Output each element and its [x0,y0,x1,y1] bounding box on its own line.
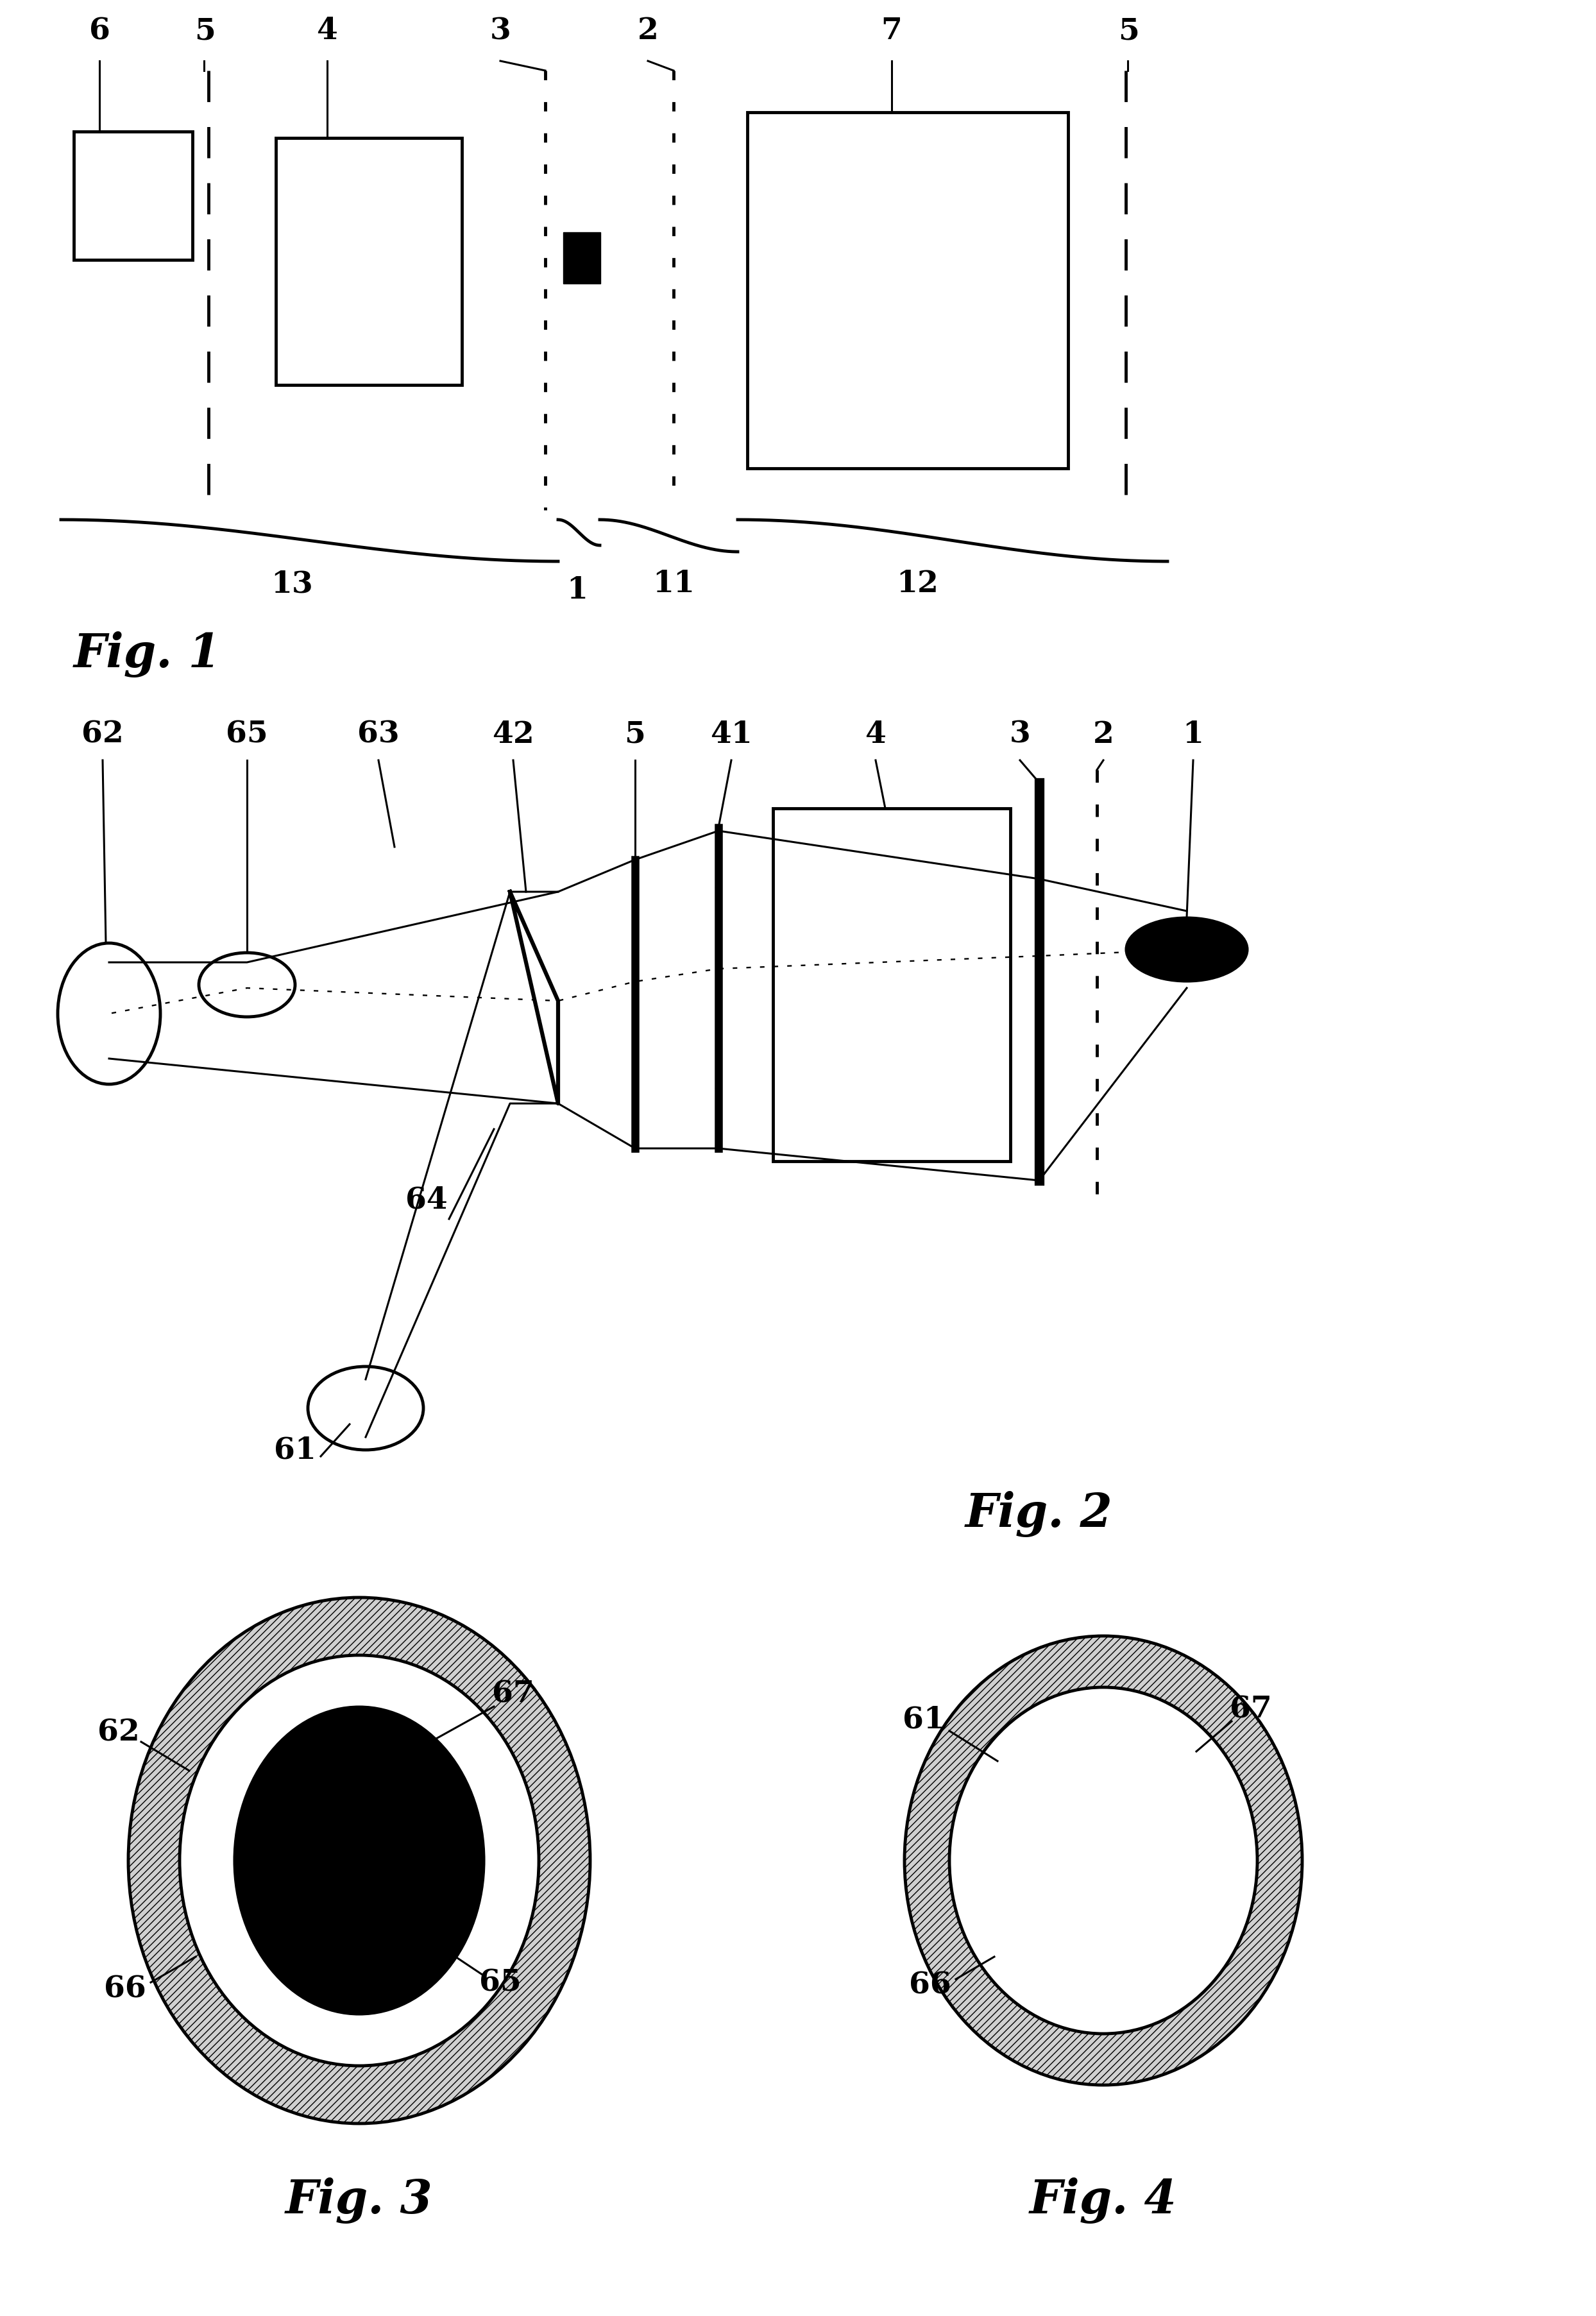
Ellipse shape [905,1635,1302,2084]
Text: 2: 2 [637,16,659,46]
Text: 3: 3 [1009,720,1031,750]
Text: 64: 64 [405,1186,447,1214]
Ellipse shape [235,1707,484,2015]
Text: Fig. 1: Fig. 1 [73,632,222,679]
Ellipse shape [128,1598,591,2124]
Text: 61: 61 [275,1436,316,1464]
Bar [563,232,600,283]
Bar [772,808,1010,1160]
Text: 4: 4 [316,16,338,46]
Text: 61: 61 [903,1705,945,1735]
Text: Fig. 2: Fig. 2 [966,1492,1112,1538]
Text: 3: 3 [490,16,511,46]
Ellipse shape [180,1656,539,2066]
Text: 1: 1 [567,574,587,604]
Bar [747,111,1068,468]
Bar [73,132,193,259]
Text: 4: 4 [865,720,886,750]
Ellipse shape [1125,917,1248,982]
Text: Fig. 3: Fig. 3 [286,2177,433,2223]
Text: 11: 11 [653,570,694,598]
Text: 5: 5 [195,16,215,46]
Bar [276,139,461,384]
Text: 1: 1 [1183,720,1203,750]
Text: 41: 41 [710,720,752,750]
Text: 12: 12 [897,570,938,598]
Text: 5: 5 [1119,16,1140,46]
Text: 42: 42 [492,720,535,750]
Ellipse shape [950,1688,1258,2033]
Text: 5: 5 [624,720,646,750]
Text: 7: 7 [881,16,902,46]
Text: 2: 2 [1093,720,1114,750]
Text: 67: 67 [492,1679,535,1709]
Text: 62: 62 [81,720,124,750]
Text: 65: 65 [227,720,268,750]
Text: 65: 65 [479,1969,522,1996]
Text: 67: 67 [1231,1695,1272,1725]
Text: 63: 63 [358,720,399,750]
Text: 66: 66 [910,1971,951,2001]
Text: 66: 66 [104,1973,147,2003]
Text: 62: 62 [97,1718,140,1746]
Text: Fig. 4: Fig. 4 [1029,2177,1176,2223]
Text: 6: 6 [89,16,110,46]
Text: 13: 13 [271,570,313,598]
